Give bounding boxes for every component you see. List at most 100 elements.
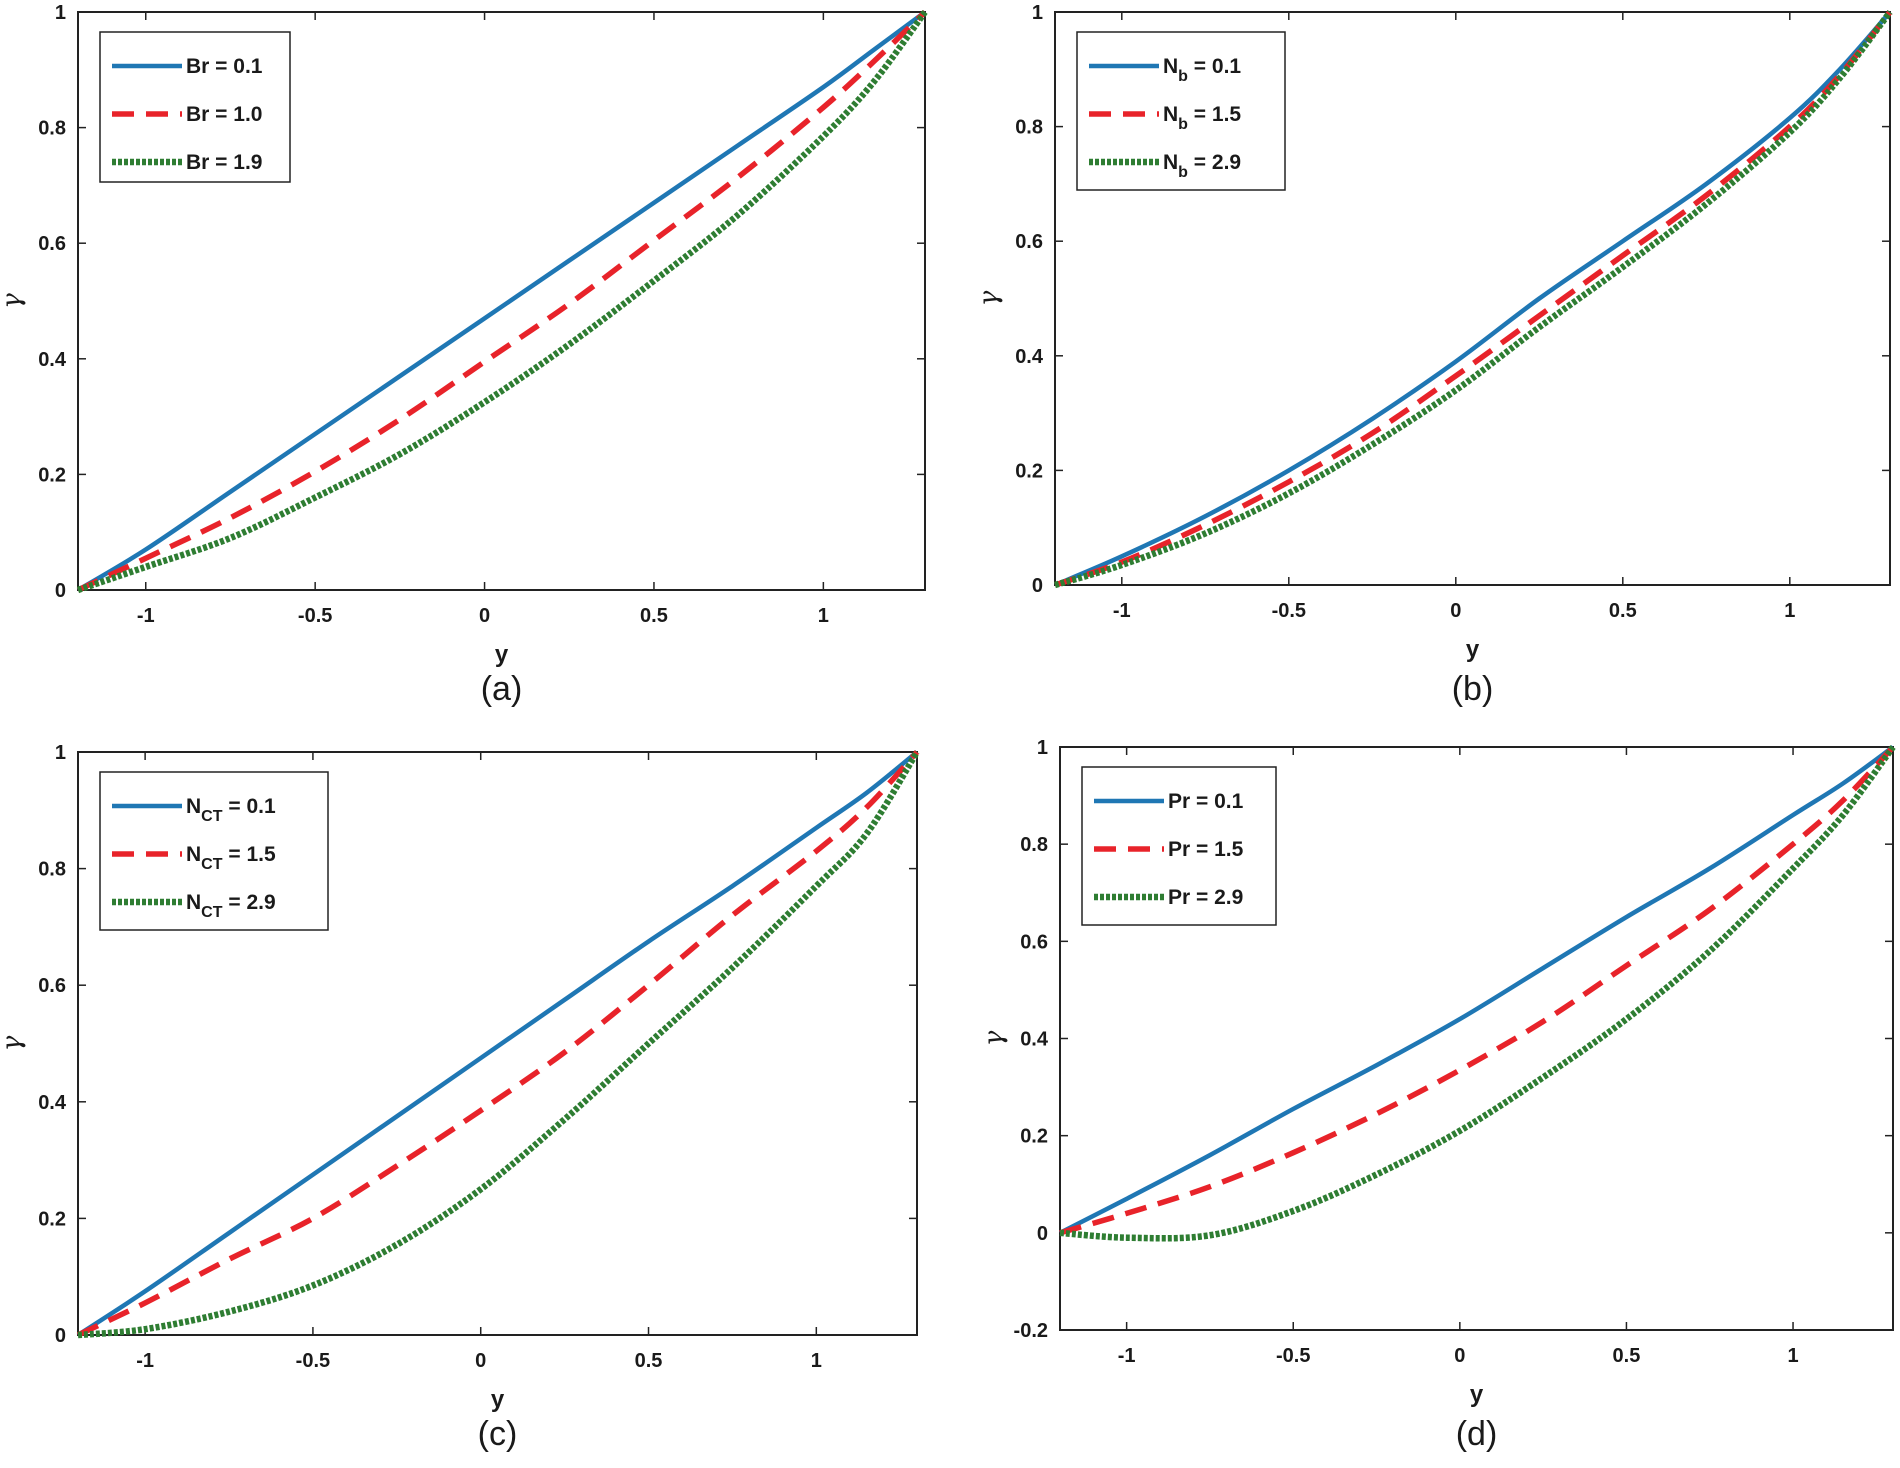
series-line-dotted (1054, 10, 1893, 589)
y-axis-label: γ (979, 1030, 1009, 1046)
x-tick-label: 1 (811, 1350, 822, 1372)
y-tick-label: 0.6 (1020, 931, 1048, 953)
legend-entry: Br = 0.1 (186, 55, 263, 78)
x-tick-label: 0.5 (640, 605, 668, 627)
plot-frame (77, 11, 926, 591)
y-tick-label: 0.8 (38, 118, 66, 140)
x-tick-label: -1 (1113, 600, 1131, 622)
legend-box (1076, 31, 1286, 191)
legend-param-name: Br (186, 55, 209, 78)
x-tick-label: 0 (1450, 600, 1461, 622)
legend-equals: = (1188, 55, 1212, 78)
legend-equals: = (1190, 790, 1214, 813)
x-tick-label: -0.5 (1272, 600, 1306, 622)
legend-equals: = (209, 55, 233, 78)
x-axis-label: y (491, 1386, 505, 1413)
x-tick-label: -1 (1118, 1345, 1136, 1367)
x-axis-label: y (1470, 1381, 1484, 1408)
legend-equals: = (1190, 838, 1214, 861)
y-tick-label: 0.6 (1015, 231, 1043, 253)
legend-param-value: 2.9 (1214, 886, 1243, 909)
y-tick-label: 0.4 (38, 349, 67, 371)
legend-param-name: N (186, 795, 201, 818)
legend-entry: NCT = 2.9 (186, 891, 276, 921)
legend-param-name: Pr (1168, 886, 1190, 909)
y-tick-label: 1 (55, 742, 66, 764)
y-tick-label: 1 (55, 2, 66, 24)
series-line-dotted (1059, 745, 1896, 1242)
series-line-dashed (1059, 745, 1896, 1236)
series-line-dashed (76, 750, 920, 1338)
y-tick-label: 0.6 (38, 975, 66, 997)
legend-param-name: Pr (1168, 790, 1190, 813)
y-tick-label: 0.2 (38, 1208, 66, 1230)
x-tick-label: -1 (137, 605, 155, 627)
legend-param-value: 0.1 (233, 55, 263, 78)
legend-entry: Pr = 1.5 (1168, 838, 1244, 861)
x-tick-label: -0.5 (298, 605, 332, 627)
legend-entry: Br = 1.0 (186, 103, 262, 126)
panel-caption: (b) (1452, 670, 1494, 708)
legend-entry: Nb = 2.9 (1163, 151, 1241, 181)
x-axis-label: y (495, 641, 509, 668)
y-tick-label: 0.8 (1020, 834, 1048, 856)
legend-param-value: 1.5 (246, 843, 276, 866)
x-tick-label: 0 (479, 605, 490, 627)
legend-equals: = (1190, 886, 1214, 909)
x-tick-label: 1 (1784, 600, 1795, 622)
legend-param-subscript: b (1178, 164, 1188, 181)
y-tick-label: 0.2 (38, 464, 66, 486)
series-line-dotted (77, 750, 920, 1339)
legend-param-value: 1.0 (233, 103, 262, 126)
x-tick-label: -0.5 (1276, 1345, 1310, 1367)
x-tick-label: 1 (1787, 1345, 1798, 1367)
legend-param-name: N (1163, 103, 1178, 126)
legend-param-value: 1.9 (233, 151, 262, 174)
legend-equals: = (1188, 151, 1212, 174)
legend-equals: = (223, 795, 247, 818)
y-tick-label: 0.2 (1015, 460, 1043, 482)
panel-caption: (d) (1456, 1415, 1498, 1453)
series-line-dashed (1054, 10, 1893, 588)
legend-param-name: N (186, 843, 201, 866)
y-axis-label: γ (0, 1035, 27, 1051)
y-tick-label: 0 (1032, 575, 1043, 597)
legend-param-name: Pr (1168, 838, 1190, 861)
series-line-dashed (76, 10, 927, 593)
legend-entry: Nb = 0.1 (1163, 55, 1241, 85)
x-tick-label: -1 (136, 1350, 154, 1372)
legend-equals: = (223, 843, 247, 866)
legend-entry: Nb = 1.5 (1163, 103, 1241, 133)
legend-param-value: 2.9 (246, 891, 275, 914)
y-axis-label: γ (0, 293, 27, 309)
legend-box (99, 31, 291, 183)
legend-entry: Pr = 0.1 (1168, 790, 1244, 813)
y-tick-label: -0.2 (1014, 1320, 1048, 1342)
x-tick-label: -0.5 (296, 1350, 330, 1372)
y-tick-label: 1 (1032, 2, 1043, 24)
legend-param-value: 0.1 (1214, 790, 1244, 813)
y-tick-label: 0 (55, 1325, 66, 1347)
legend-param-subscript: b (1178, 116, 1188, 133)
legend-equals: = (223, 891, 247, 914)
legend-param-value: 0.1 (246, 795, 276, 818)
y-tick-label: 0.4 (1015, 346, 1044, 368)
x-tick-label: 1 (818, 605, 829, 627)
legend-param-value: 2.9 (1212, 151, 1241, 174)
legend-param-name: Br (186, 103, 209, 126)
x-axis-label: y (1466, 636, 1480, 663)
y-tick-label: 0.4 (38, 1092, 67, 1114)
y-axis-label: γ (974, 290, 1004, 306)
legend-param-name: N (1163, 151, 1178, 174)
plot-frame (77, 751, 918, 1336)
y-tick-label: 1 (1037, 737, 1048, 759)
chart-panel-d: -1 -0.5 0 0.5 1 -0.2 0 0.2 0.4 0.6 0.8 1 y γ (d) Pr = 0… (979, 737, 1896, 1453)
legend-entry: NCT = 1.5 (186, 843, 276, 873)
legend-param-subscript: CT (201, 808, 223, 825)
legend-param-name: Br (186, 151, 209, 174)
legend-param-name: N (186, 891, 201, 914)
series-line-solid (76, 10, 927, 592)
